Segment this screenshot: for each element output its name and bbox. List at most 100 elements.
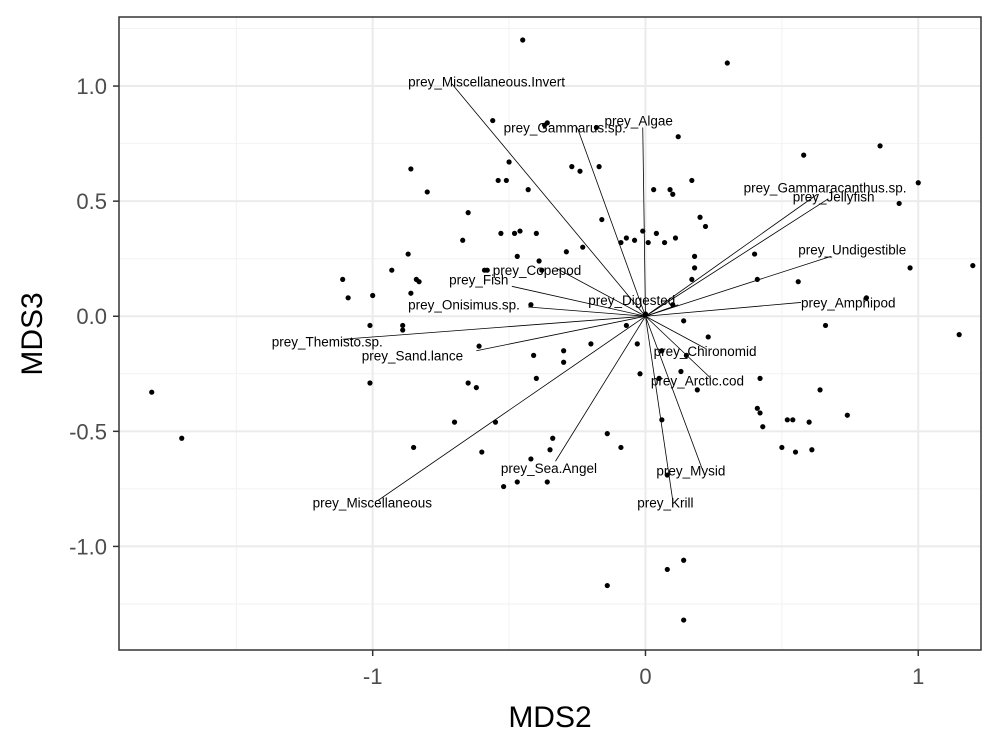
data-point	[400, 327, 406, 333]
y-tick-label: -1.0	[69, 534, 107, 559]
data-point	[408, 166, 414, 172]
data-point	[661, 239, 668, 246]
vector-label: prey_Miscellaneous.Invert	[408, 74, 565, 89]
data-point	[694, 387, 700, 393]
vector-label: prey_Gammaracanthus.sp.	[744, 180, 907, 195]
data-point	[451, 419, 458, 425]
data-point	[863, 295, 870, 301]
vector-label: prey_Sand.lance	[362, 348, 463, 363]
data-point	[514, 479, 520, 485]
data-point	[801, 152, 807, 158]
vector-label: prey_Krill	[637, 496, 693, 511]
data-point	[623, 235, 629, 241]
data-point	[659, 348, 665, 354]
data-point	[792, 449, 799, 455]
data-point	[460, 237, 466, 243]
data-point	[533, 375, 539, 381]
data-point	[790, 417, 796, 423]
data-point	[751, 251, 758, 257]
vector-line	[645, 315, 706, 349]
data-point	[569, 164, 575, 170]
data-point	[896, 200, 902, 207]
data-point	[697, 214, 703, 220]
data-point	[501, 483, 507, 490]
vector-line	[645, 256, 832, 317]
data-point	[779, 444, 785, 451]
vector-line	[451, 83, 646, 317]
data-point	[561, 348, 567, 354]
data-point	[561, 359, 567, 365]
data-point	[465, 210, 471, 216]
x-axis-title: MDS2	[508, 701, 591, 734]
data-point	[544, 120, 550, 126]
data-point	[683, 352, 689, 358]
vector-line	[476, 315, 646, 352]
data-point	[476, 343, 482, 349]
data-point	[149, 389, 155, 395]
loading-vectors	[342, 83, 832, 501]
data-point	[525, 187, 531, 193]
x-tick-label: -1	[363, 664, 383, 689]
vector-line	[645, 193, 818, 317]
data-point	[492, 419, 499, 425]
data-point	[670, 191, 676, 197]
data-point	[405, 251, 411, 257]
data-point	[681, 557, 687, 563]
data-point	[705, 334, 711, 340]
data-point	[809, 447, 815, 453]
vector-label: prey_Digested	[588, 293, 675, 308]
x-tick-label: 1	[912, 664, 924, 689]
vector-label: prey_Amphipod	[801, 295, 896, 310]
data-point	[956, 332, 962, 338]
x-tick-label: 0	[639, 664, 651, 689]
data-point	[915, 180, 921, 186]
data-point	[757, 375, 763, 381]
data-point	[877, 143, 883, 149]
data-point	[604, 431, 610, 437]
vector-label: prey_Sea.Angel	[501, 461, 597, 476]
data-point	[367, 380, 373, 386]
vector-label: prey_Undigestible	[798, 242, 906, 257]
vector-line	[645, 316, 704, 471]
vector-label: prey_Gammarus.sp.	[504, 120, 626, 135]
data-point	[389, 267, 395, 273]
panel-border	[118, 16, 982, 651]
data-point	[631, 237, 638, 243]
data-point	[514, 253, 520, 259]
data-point	[490, 117, 496, 124]
data-point	[479, 449, 485, 455]
data-point	[503, 177, 509, 184]
data-point	[179, 435, 185, 441]
vector-label: prey_Themisto.sp.	[272, 335, 383, 350]
y-tick-label: 1.0	[76, 74, 107, 99]
vector-line	[645, 198, 829, 317]
data-point	[754, 405, 760, 411]
y-tick-label: 0.5	[76, 189, 107, 214]
data-point	[618, 444, 624, 451]
vector-label: prey_Copepod	[493, 263, 582, 278]
data-point	[640, 228, 646, 234]
data-point	[599, 216, 605, 223]
data-point	[484, 267, 490, 273]
vector-label: prey_Miscellaneous	[313, 496, 433, 511]
y-tick-label: 0.0	[76, 304, 107, 329]
data-point	[416, 279, 422, 285]
vector-line	[377, 315, 646, 501]
data-point	[623, 322, 629, 329]
data-point	[678, 368, 684, 375]
vector-line	[511, 285, 646, 317]
vector-line	[342, 315, 646, 340]
data-point	[424, 189, 430, 195]
vector-label: prey_Jellyfish	[793, 190, 875, 205]
data-point	[795, 279, 801, 285]
vector-line	[645, 316, 674, 501]
data-point	[754, 276, 760, 283]
data-point	[495, 177, 501, 184]
data-points	[149, 37, 976, 623]
data-point	[506, 159, 512, 165]
data-point	[970, 262, 976, 269]
data-point	[345, 295, 351, 301]
data-point	[672, 235, 679, 241]
vector-label: prey_Mysid	[656, 463, 725, 478]
